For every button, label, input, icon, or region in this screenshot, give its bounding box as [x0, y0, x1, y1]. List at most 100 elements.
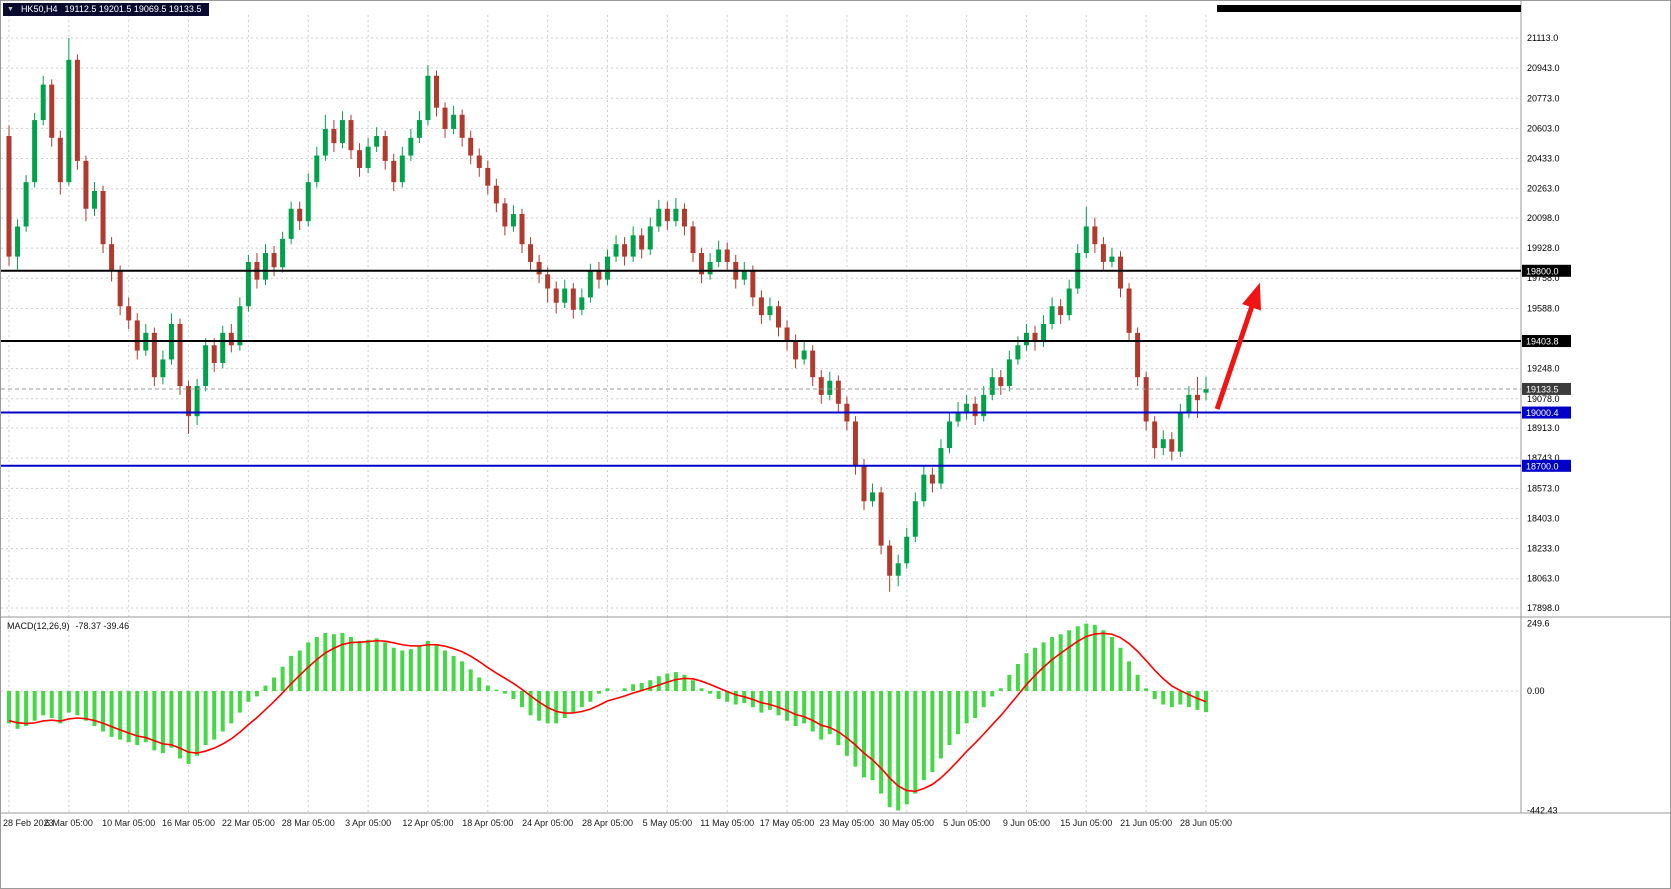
- price-tag-text: 19800.0: [1526, 266, 1559, 276]
- candle-body: [23, 182, 29, 227]
- candle-body: [177, 323, 183, 387]
- candle-body: [981, 394, 987, 417]
- candle-body: [228, 332, 234, 346]
- time-axis-label: 23 May 05:00: [820, 818, 875, 828]
- candle-body: [818, 377, 824, 395]
- candle-body: [1126, 288, 1132, 333]
- price-axis-label: 18573.0: [1527, 483, 1560, 493]
- price-axis-label: 20263.0: [1527, 184, 1560, 194]
- candle-body: [1109, 256, 1115, 262]
- candle-body: [630, 235, 636, 257]
- candle-body: [570, 288, 576, 310]
- candle-body: [810, 350, 816, 378]
- candle-body: [1186, 394, 1192, 413]
- candle-body: [83, 160, 89, 209]
- candle-body: [237, 306, 243, 346]
- candle-body: [442, 107, 448, 129]
- grid: [1, 15, 1521, 813]
- candle-body: [288, 208, 294, 239]
- time-axis-label: 5 Jun 05:00: [943, 818, 990, 828]
- price-axis-label: 18233.0: [1527, 544, 1560, 554]
- candle-body: [1006, 359, 1012, 387]
- candle-body: [776, 306, 781, 328]
- candle-body: [408, 137, 414, 156]
- candle-body: [1169, 439, 1175, 452]
- candle-body: [699, 253, 705, 275]
- candle-body: [245, 261, 251, 307]
- time-axis-label: 9 Jun 05:00: [1003, 818, 1050, 828]
- macd-pane: [7, 623, 1208, 811]
- time-axis-label: 28 Apr 05:00: [582, 818, 633, 828]
- price-axis-label: 19758.0: [1527, 273, 1560, 283]
- candle-body: [314, 155, 320, 183]
- price-axis-label: 20433.0: [1527, 154, 1560, 164]
- symbol-timeframe-label: HK50,H4: [20, 4, 58, 14]
- candle-body: [126, 306, 132, 321]
- candle-body: [972, 403, 978, 417]
- macd-axis-label: -442.43: [1527, 805, 1558, 815]
- candle-body: [681, 208, 687, 227]
- candle-body: [1152, 421, 1158, 449]
- candle-body: [596, 270, 602, 280]
- arrow-annotation[interactable]: [1214, 282, 1262, 410]
- candle-body: [1160, 439, 1166, 449]
- candle-body: [895, 563, 901, 576]
- candle-body: [374, 136, 380, 147]
- candle-body: [912, 501, 918, 537]
- candle-body: [297, 208, 303, 222]
- candle-body: [399, 155, 405, 183]
- price-axis-label: 18403.0: [1527, 513, 1560, 523]
- candle-body: [519, 214, 525, 245]
- candle-body: [468, 137, 474, 156]
- candle-body: [741, 270, 747, 280]
- candle-body: [1015, 345, 1021, 360]
- candle-body: [707, 261, 713, 275]
- candle-body: [459, 114, 465, 138]
- time-axis-label: 21 Jun 05:00: [1120, 818, 1172, 828]
- price-lines: [1, 269, 1521, 467]
- candle-body: [6, 136, 12, 257]
- price-tag-19800.0: [1522, 264, 1571, 277]
- candle-body: [100, 191, 106, 245]
- candle-body: [203, 345, 209, 387]
- candle-body: [271, 253, 277, 268]
- candle-body: [365, 146, 371, 168]
- candle-body: [339, 120, 345, 144]
- candle-body: [724, 249, 730, 262]
- candle-body: [878, 492, 884, 546]
- candle-body: [49, 84, 55, 138]
- candle-body: [510, 214, 516, 227]
- time-axis-label: 28 Mar 05:00: [282, 818, 335, 828]
- candle-body: [929, 474, 935, 484]
- time-axis-label: 18 Apr 05:00: [462, 818, 513, 828]
- price-axis-label: 18743.0: [1527, 453, 1560, 463]
- time-axis-label: 15 Jun 05:00: [1060, 818, 1112, 828]
- candle-body: [887, 545, 893, 576]
- top-trendline-object[interactable]: [1217, 5, 1521, 12]
- candle-body: [562, 288, 568, 303]
- candle-body: [57, 137, 63, 183]
- price-axis-label: 18063.0: [1527, 574, 1560, 584]
- time-axis-label: 22 Mar 05:00: [222, 818, 275, 828]
- candle-body: [74, 59, 80, 161]
- candle-body: [784, 327, 790, 342]
- candle-body: [476, 155, 482, 168]
- price-axis-label: 19928.0: [1527, 243, 1560, 253]
- candle-body: [827, 380, 833, 395]
- candle-body: [322, 128, 328, 156]
- candle-body: [690, 226, 696, 254]
- candle-body: [1066, 288, 1072, 316]
- price-axis-label: 20098.0: [1527, 213, 1560, 223]
- candle-body: [758, 297, 764, 316]
- candle-body: [545, 274, 551, 289]
- candle-body: [921, 474, 927, 502]
- candle-body: [528, 244, 534, 262]
- price-tag-text: 19133.5: [1526, 384, 1559, 394]
- price-tag-19000.4: [1522, 406, 1571, 419]
- candle-body: [553, 288, 559, 303]
- candle-body: [904, 536, 910, 564]
- candle-body: [305, 182, 311, 222]
- macd-values: -78.37 -39.46: [75, 621, 130, 631]
